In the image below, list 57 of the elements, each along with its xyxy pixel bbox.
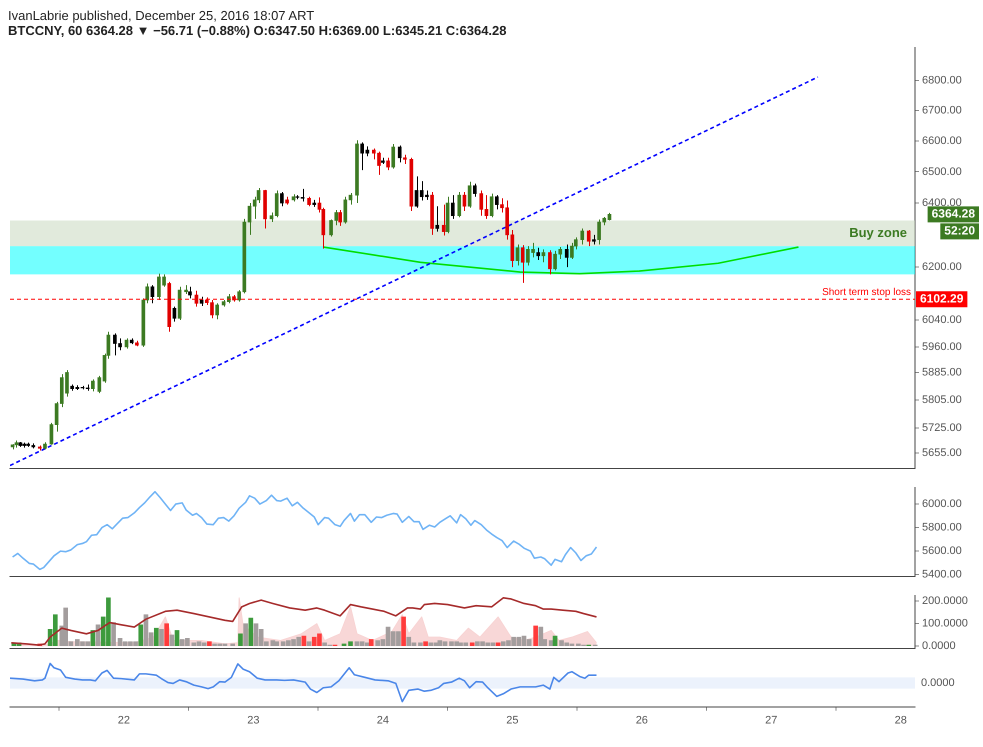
bar [274,641,280,646]
x-tick-label: 28 [894,714,907,726]
text: 52:20 [944,224,976,238]
y-tick-label: 5655.00 [922,447,962,460]
y-tick-label: 100.0000 [922,618,968,630]
bar [552,636,558,646]
x-tick-label: 22 [118,714,130,726]
bar [538,626,544,646]
y-tick-label: 6600.00 [922,134,962,147]
x-tick-label: 23 [247,714,260,726]
bar [401,616,406,646]
bar [138,624,144,646]
bar [207,641,212,646]
y-tick-label: 5805.00 [922,394,962,406]
y-tick-label: 5400.00 [922,568,962,581]
bar [154,628,159,646]
y-tick-label: 6000.00 [922,498,962,510]
bar [248,618,254,646]
y-tick-label: 5725.00 [922,422,962,434]
band-label: Buy zone [849,224,907,240]
y-tick-label: 5960.00 [922,340,962,353]
bar [96,624,100,646]
bar [243,623,248,646]
text: 6364.28 [932,206,976,221]
bar [496,642,500,646]
y-tick-label: 6200.00 [922,261,962,274]
y-tick-label: 6800.00 [922,74,962,87]
y-tick-label: 6400.00 [922,197,962,210]
ref-line-label: Short term stop loss [822,286,911,298]
bar [159,628,164,646]
y-tick-label: 0.0000 [922,640,956,652]
bar [470,642,475,646]
chart-title: IvanLabrie published, December 25, 2016 18:07 ART [8,8,316,23]
x-tick-label: 27 [765,714,778,726]
x-tick-label: 25 [506,714,518,726]
y-tick-label: 6500.00 [922,166,962,178]
bar [428,642,434,646]
bar [270,640,276,646]
bar [174,630,180,646]
x-tick-label: 24 [376,714,389,726]
bar [306,641,312,646]
y-tick-label: 5800.00 [922,522,962,534]
bar [423,641,428,646]
y-tick-label: 6700.00 [922,104,962,117]
bar [533,626,538,646]
bar [164,623,169,646]
y-tick-label: 5600.00 [922,545,962,558]
bar [170,634,174,646]
bar [368,639,374,646]
y-tick-label: 6040.00 [922,314,962,326]
bar [302,636,306,646]
y-tick-label: 200.0000 [922,595,968,608]
x-tick-label: 26 [636,714,648,726]
y-tick-label: 5885.00 [922,366,962,378]
text: 6102.29 [920,292,964,306]
bar [238,633,243,646]
chart-subtitle: BTCCNY, 60 6364.28 ▼ −56.71 (−0.88%) O:6347.50 H:6369.00 L:6345.21 C:6364.28 [8,23,508,38]
